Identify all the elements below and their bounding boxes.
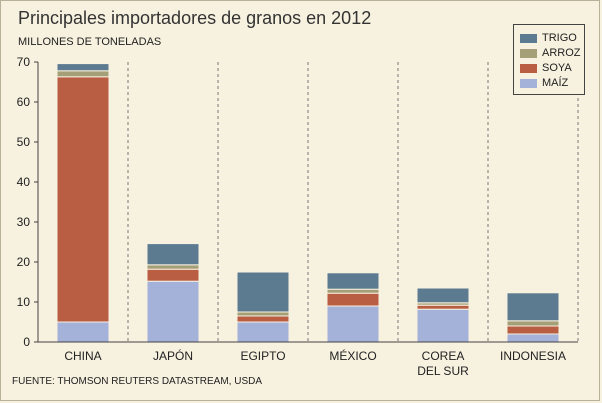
bar-segment-trigo (146, 243, 200, 266)
bar-segment-trigo (56, 63, 110, 72)
y-tick-label: 10 (17, 295, 31, 309)
bar-segment-arroz (236, 311, 290, 317)
bar-segment-trigo (326, 272, 380, 290)
y-tick-label: 30 (17, 215, 31, 229)
bar-segment-trigo (506, 292, 560, 322)
legend-item-maíz: MAÍZ (520, 76, 568, 90)
x-tick-label: JAPÓN (153, 348, 193, 363)
legend-item-trigo: TRIGO (520, 31, 577, 45)
x-tick-label: MÉXICO (329, 348, 376, 363)
legend-label: ARROZ (542, 47, 581, 59)
y-tick-label: 20 (17, 255, 31, 269)
bar-segment-arroz (146, 264, 200, 270)
y-tick-label: 50 (17, 135, 31, 149)
legend-label: SOYA (542, 62, 572, 74)
y-tick-label: 60 (17, 95, 31, 109)
legend-label: TRIGO (542, 32, 577, 44)
source-note: FUENTE: THOMSON REUTERS DATASTREAM, USDA (12, 376, 263, 387)
chart-legend: TRIGO ARROZ SOYA MAÍZ (513, 24, 585, 95)
bar-segment-trigo (236, 271, 290, 313)
legend-swatch (520, 48, 537, 58)
legend-swatch (520, 78, 537, 88)
legend-item-soya: SOYA (520, 61, 572, 75)
bar-segment-arroz (506, 320, 560, 327)
bar-segment-soya (416, 304, 470, 310)
chart-title: Principales importadores de granos en 20… (18, 8, 372, 28)
x-tick-label: CHINA (64, 349, 101, 363)
bar-segment-maíz (506, 333, 560, 343)
x-tick-label: COREA DEL SUR (417, 349, 469, 378)
bar-segment-trigo (416, 287, 470, 304)
bar-segment-soya (146, 268, 200, 282)
y-axis-unit-label: MILLONES DE TONELADAS (18, 36, 162, 48)
bar-segment-soya (506, 325, 560, 335)
bar-segment-arroz (326, 288, 380, 294)
bar-segment-soya (56, 76, 110, 323)
bar-segment-arroz (56, 70, 110, 78)
bar-segment-soya (326, 292, 380, 307)
y-tick-label: 0 (23, 335, 30, 349)
legend-label: MAÍZ (542, 77, 569, 89)
x-tick-label: INDONESIA (500, 349, 566, 363)
legend-swatch (520, 63, 537, 73)
legend-swatch (520, 33, 537, 43)
legend-item-arroz: ARROZ (520, 46, 581, 60)
bar-segment-maíz (236, 321, 290, 343)
bar-segment-maíz (416, 308, 470, 343)
y-tick-label: 70 (17, 55, 31, 69)
x-tick-label: EGIPTO (240, 349, 285, 363)
bar-segment-soya (236, 315, 290, 323)
bar-segment-maíz (326, 305, 380, 343)
y-tick-label: 40 (17, 175, 31, 189)
bar-segment-maíz (56, 321, 110, 343)
bar-segment-maíz (146, 280, 200, 343)
